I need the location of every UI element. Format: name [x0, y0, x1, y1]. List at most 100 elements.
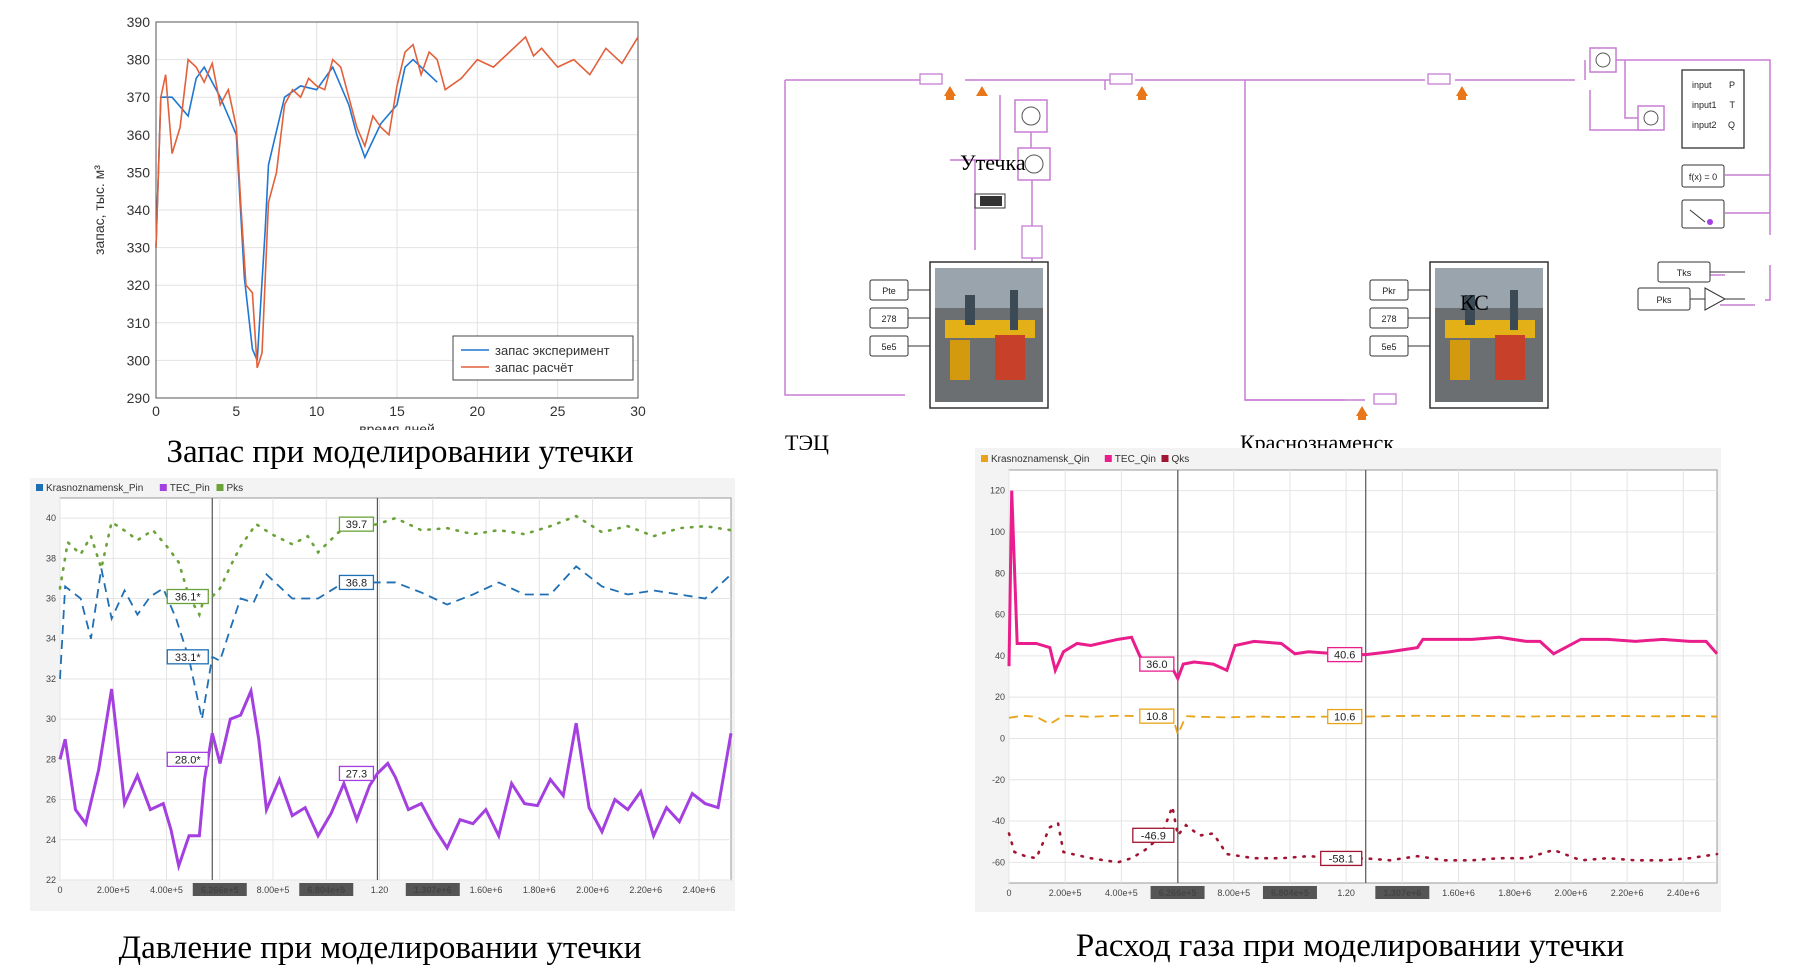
data-label-box — [1327, 646, 1363, 663]
data-label: 10.6 — [1334, 712, 1355, 724]
legend-entry: Krasnoznamensk_Pin — [46, 483, 143, 494]
plot-frame — [1008, 469, 1718, 884]
legend-swatch — [159, 484, 167, 491]
series-line — [1007, 490, 1719, 683]
x-tick-label: 2.00e+6 — [1555, 888, 1588, 898]
ks-fx-block: f(x) = 0 — [1689, 172, 1717, 182]
y-tick-label: 370 — [127, 89, 151, 105]
cursor-tick-box — [1150, 886, 1205, 899]
ks-label: КС — [1460, 290, 1489, 315]
y-tick-label: 350 — [127, 164, 151, 180]
data-label: 36.8 — [346, 577, 367, 589]
x-tick-label: 1.307e+6 — [414, 885, 452, 895]
stock-chart-svg: 290 300 310 320 330 340 350 360 370 380 390 0 5 10 15 2… — [91, 14, 646, 437]
x-tick-label: 6.266e+5 — [201, 885, 239, 895]
data-label-box — [1327, 708, 1363, 725]
data-label: 36.1* — [175, 592, 201, 604]
x-tick-label: 2.20e+6 — [1611, 888, 1644, 898]
y-tick-label: -60 — [992, 857, 1005, 867]
tec-station-block: Pte 278 5e5 — [869, 261, 1049, 409]
legend-entry: Qks — [1172, 454, 1190, 465]
cursor-tick-box — [299, 883, 354, 896]
ks-port-input1: input1 — [1692, 100, 1717, 110]
y-tick-label: 380 — [127, 52, 151, 68]
legend-box — [452, 335, 634, 381]
x-axis-label: время,дней — [359, 421, 435, 430]
krasn-input-2: 278 — [1381, 314, 1396, 324]
y-tick-label: 38 — [46, 553, 56, 563]
y-tick-label: 24 — [46, 835, 56, 845]
x-tick-label: 1.80e+6 — [523, 885, 556, 895]
flow-chart: -60 -40 -20 0 20 40 60 80 100 120 0 2.00e+5 4.00e+5 6… — [975, 448, 1721, 912]
series-line — [58, 685, 733, 872]
valve-4 — [1356, 393, 1397, 420]
y-tick-label: 340 — [127, 202, 151, 218]
flow-caption: Расход газа при моделировании утечки — [1075, 928, 1625, 964]
legend-swatch — [216, 484, 224, 491]
y-tick-label: 36 — [46, 594, 56, 604]
leak-branch — [974, 99, 1051, 277]
y-tick-label: 34 — [46, 634, 56, 644]
legend-entry: запас эксперимент — [495, 343, 610, 358]
series-line — [58, 514, 733, 618]
x-tick-label: 0 — [152, 403, 160, 419]
cursor-tick-box — [405, 883, 460, 896]
legend-entry: запас расчёт — [495, 360, 573, 375]
data-label: 10.8 — [1146, 711, 1167, 723]
x-tick-label: 6.804e+5 — [1271, 888, 1309, 898]
legend-entry: TEC_Qin — [1115, 454, 1156, 465]
y-tick-label: 330 — [127, 240, 151, 256]
valve-1 — [919, 73, 956, 100]
series-line — [155, 58, 438, 361]
y-tick-label: 32 — [46, 674, 56, 684]
x-tick-label: 10 — [309, 403, 325, 419]
legend-swatch — [1161, 455, 1169, 462]
data-label: 39.7 — [346, 519, 367, 531]
legend-swatch — [36, 484, 43, 491]
x-tick-label: 5 — [232, 403, 240, 419]
y-tick-label: 360 — [127, 127, 151, 143]
tec-label: ТЭЦ — [785, 430, 829, 455]
x-tick-label: 4.00e+5 — [150, 885, 183, 895]
x-tick-label: 0 — [1006, 888, 1011, 898]
valve-3 — [1427, 73, 1468, 100]
y-tick-label: 26 — [46, 795, 56, 805]
series-line — [155, 35, 639, 369]
stock-caption: Запас при моделировании утечки — [166, 434, 634, 470]
y-tick-label: 40 — [46, 513, 56, 523]
series-line — [59, 565, 732, 720]
x-tick-label: 30 — [630, 403, 646, 419]
x-tick-label: 1.20 — [371, 885, 389, 895]
flow-chart-svg: -60 -40 -20 0 20 40 60 80 100 120 0 2.00e+5 4.00e+5 6… — [975, 448, 1721, 912]
ks-port-input: input — [1692, 80, 1712, 90]
cursor-tick-box — [192, 883, 247, 896]
y-tick-label: 120 — [990, 486, 1005, 496]
cursor-tick-box — [1375, 886, 1430, 899]
x-tick-label: 8.00e+5 — [1217, 888, 1250, 898]
ks-input-tks: Tks — [1677, 268, 1692, 278]
x-tick-label: 25 — [550, 403, 566, 419]
y-tick-label: -20 — [992, 775, 1005, 785]
y-tick-label: -40 — [992, 816, 1005, 826]
pressure-chart-svg: 22 24 26 28 30 32 34 36 38 40 0 2.00e+5 4.00e+5 6.266… — [30, 478, 735, 911]
y-tick-label: 0 — [1000, 733, 1005, 743]
legend-entry: Krasnoznamensk_Qin — [991, 454, 1089, 465]
y-tick-label: 310 — [127, 315, 151, 331]
x-tick-label: 15 — [389, 403, 405, 419]
ks-port-q: Q — [1728, 120, 1735, 130]
series-line — [1007, 801, 1719, 864]
data-label-box — [338, 765, 375, 782]
tec-input-1: Pte — [882, 286, 896, 296]
ks-port-p: P — [1729, 80, 1735, 90]
y-tick-label: 100 — [990, 527, 1005, 537]
ks-input-pks: Pks — [1656, 295, 1672, 305]
pressure-caption: Давление при моделировании утечки — [118, 930, 642, 966]
x-tick-label: 1.20 — [1337, 888, 1355, 898]
data-label-box — [1320, 850, 1363, 867]
x-tick-label: 20 — [470, 403, 486, 419]
data-label-box — [166, 588, 209, 605]
data-label-box — [1132, 827, 1175, 843]
ks-port-input2: input2 — [1692, 120, 1717, 130]
y-tick-label: 28 — [46, 754, 56, 764]
y-tick-label: 390 — [127, 14, 151, 30]
